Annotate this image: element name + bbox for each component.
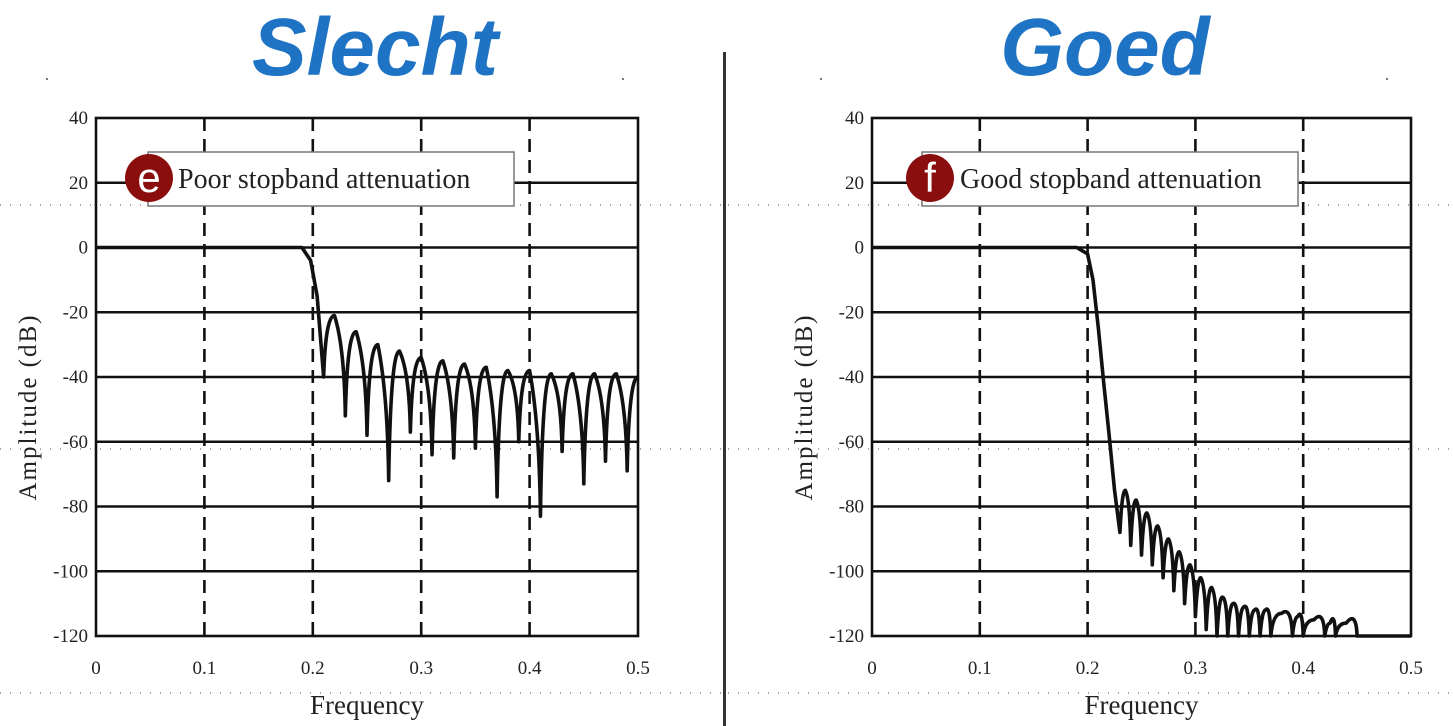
x-tick-label: 0 <box>867 658 877 679</box>
y-tick-label: -40 <box>63 367 88 388</box>
response-curve <box>872 245 1411 638</box>
y-axis-label: Amplitude (dB) <box>15 313 42 500</box>
heading-goed: Goed <box>1000 2 1210 93</box>
x-tick-label: 0.3 <box>1184 658 1208 679</box>
heading-slecht: Slecht <box>251 2 499 93</box>
center-divider <box>723 52 726 726</box>
y-tick-label: 20 <box>845 173 864 194</box>
x-tick-label: 0.5 <box>1399 658 1423 679</box>
y-tick-label: -120 <box>829 626 864 647</box>
y-tick-label: 40 <box>845 108 864 129</box>
x-tick-label: 0.2 <box>301 658 325 679</box>
y-tick-label: 0 <box>79 238 89 259</box>
decor-dot <box>1386 78 1388 80</box>
x-axis-label: Frequency <box>310 690 424 720</box>
y-tick-label: -80 <box>63 497 88 518</box>
y-tick-label: -60 <box>63 432 88 453</box>
decor-dot <box>622 78 624 80</box>
y-tick-label: -80 <box>839 497 864 518</box>
y-tick-label: -100 <box>829 561 864 582</box>
y-tick-label: 0 <box>855 238 865 259</box>
response-curve <box>96 245 639 519</box>
plot-frame <box>870 116 1413 638</box>
badge-circle <box>906 154 954 202</box>
x-tick-label: 0 <box>91 658 101 679</box>
badge-circle <box>125 154 173 202</box>
y-tick-label: -120 <box>53 626 88 647</box>
y-tick-label: -20 <box>63 302 88 323</box>
x-tick-label: 0.1 <box>193 658 217 679</box>
y-tick-label: -100 <box>53 561 88 582</box>
y-tick-label: 20 <box>69 173 88 194</box>
y-tick-label: -60 <box>839 432 864 453</box>
x-tick-label: 0.4 <box>1291 658 1315 679</box>
x-axis-label: Frequency <box>1085 690 1199 720</box>
annotation-text: Good stopband attenuation <box>960 164 1262 195</box>
badge-letter: e <box>137 154 160 201</box>
decor-dot <box>820 78 822 80</box>
badge-letter: f <box>924 154 936 201</box>
x-tick-label: 0.1 <box>968 658 992 679</box>
x-tick-label: 0.3 <box>409 658 433 679</box>
y-tick-label: 40 <box>69 108 88 129</box>
annotation-box <box>921 151 1299 207</box>
decor-dot <box>46 78 48 80</box>
y-tick-label: -40 <box>839 367 864 388</box>
x-tick-label: 0.2 <box>1076 658 1100 679</box>
annotation-text: Poor stopband attenuation <box>178 164 470 195</box>
y-axis-label: Amplitude (dB) <box>791 313 818 500</box>
y-tick-label: -20 <box>839 302 864 323</box>
x-tick-label: 0.4 <box>518 658 542 679</box>
x-tick-label: 0.5 <box>626 658 650 679</box>
